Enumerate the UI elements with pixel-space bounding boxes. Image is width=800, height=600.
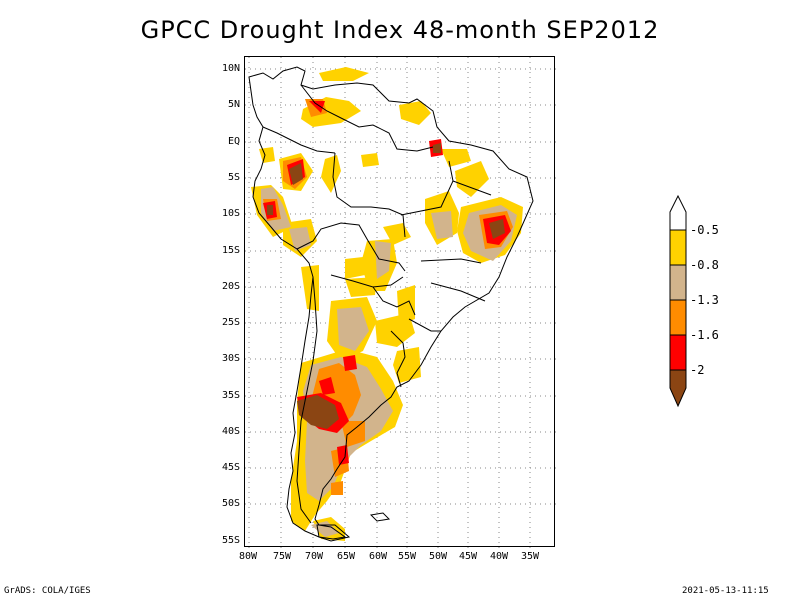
lon-label-45w: 45W [459, 551, 478, 562]
border-chile-argentina [296, 276, 318, 524]
lat-label-30s: 30S [221, 353, 240, 364]
border-ecuador-peru [262, 126, 336, 154]
border-north [300, 84, 434, 152]
legend-label-0-8: -0.8 [690, 258, 719, 272]
legend-label-2: -2 [690, 363, 705, 377]
lat-label-eq: EQ [227, 136, 240, 147]
lat-label-10s: 10S [221, 208, 240, 219]
border-paraguay [372, 286, 416, 316]
border-argentina-uruguay [390, 330, 406, 388]
border-brazil-states [400, 160, 492, 332]
lat-label-50s: 50S [221, 498, 240, 509]
lat-label-35s: 35S [221, 390, 240, 401]
legend-label-1-6: -1.6 [690, 328, 719, 342]
lat-label-40s: 40S [221, 426, 240, 437]
lon-label-80w: 80W [239, 551, 258, 562]
legend-colorbar [669, 194, 687, 408]
legend-swatch-5 [669, 369, 687, 408]
footer-credit: GrADS: COLA/IGES [4, 586, 91, 596]
drought-class-0-5 [251, 67, 523, 541]
lat-label-5s: 5S [227, 172, 240, 183]
lat-label-25s: 25S [221, 317, 240, 328]
legend-label-0-5: -0.5 [690, 223, 719, 237]
border-peru-bolivia [296, 222, 406, 272]
falkland-islands [369, 512, 391, 522]
lon-label-65w: 65W [337, 551, 356, 562]
lon-label-75w: 75W [273, 551, 292, 562]
drought-class-2 [267, 143, 505, 429]
lat-label-5n: 5N [227, 99, 240, 110]
legend-swatch-1 [669, 229, 687, 266]
lon-label-35w: 35W [521, 551, 540, 562]
legend-swatch-0 [669, 194, 687, 231]
lat-label-45s: 45S [221, 462, 240, 473]
lon-label-60w: 60W [369, 551, 388, 562]
map-title: GPCC Drought Index 48-month SEP2012 [140, 16, 660, 44]
lon-label-40w: 40W [490, 551, 509, 562]
legend-swatch-3 [669, 299, 687, 336]
lat-label-55s: 55S [221, 535, 240, 546]
map-plot-area [244, 56, 556, 548]
lon-label-50w: 50W [429, 551, 448, 562]
lon-label-70w: 70W [305, 551, 324, 562]
map-canvas [245, 57, 556, 548]
lat-label-15s: 15S [221, 245, 240, 256]
legend-label-1-3: -1.3 [690, 293, 719, 307]
footer-timestamp: 2021-05-13-11:15 [682, 586, 769, 596]
tierra-del-fuego [316, 524, 351, 542]
lon-label-55w: 55W [398, 551, 417, 562]
border-brazil-west [332, 152, 406, 238]
legend-swatch-4 [669, 334, 687, 371]
lat-label-20s: 20S [221, 281, 240, 292]
legend-swatch-2 [669, 264, 687, 301]
lat-label-10n: 10N [221, 63, 240, 74]
coastline-borders [248, 66, 534, 542]
